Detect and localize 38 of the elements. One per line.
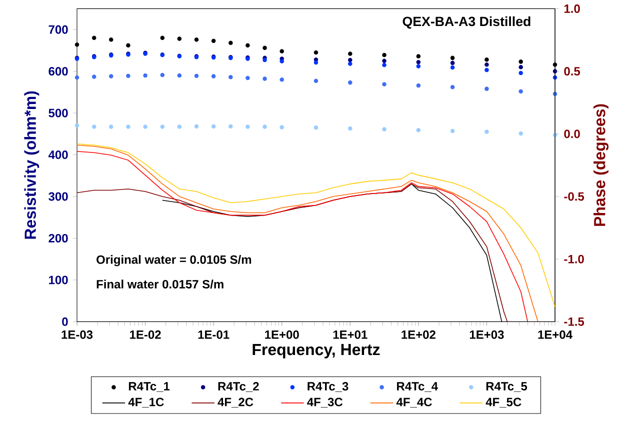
x-tick-label: 1E-03 [62,330,93,340]
y-tick-label: 700 [48,25,68,34]
legend-label: R4Tc_2 [218,382,259,392]
legend-label: R4Tc_3 [308,382,348,392]
legend-label: R4Tc_1 [128,382,170,392]
y-tick-label: 400 [48,150,68,160]
y2-tick-label: -1.5 [564,318,584,326]
y2-tick-label: -1.0 [564,254,584,264]
y2-tick-label: 1.0 [564,4,580,14]
x-axis-title: Frequency, Hertz [252,344,380,359]
legend-label: 4F_2C [218,398,254,408]
legend-label: R4Tc_5 [486,382,528,392]
x-tick-label: 1E-01 [198,330,230,340]
annotation: Original water = 0.0105 S/m [96,255,252,266]
x-tick-label: 1E+02 [402,330,436,340]
y-tick-label: 0 [62,318,68,326]
legend-label: 4F_3C [307,398,343,408]
y-tick-label: 200 [48,234,68,243]
y-tick-label: 100 [49,276,68,284]
y-tick-label: 500 [48,108,68,118]
x-tick-label: 1E-02 [130,330,161,340]
y-axis-title: Resistivity (ohm*m) [24,91,40,239]
legend-label: R4Tc_4 [397,382,438,392]
y-tick-label: 300 [48,192,68,201]
y2-tick-label: -0.5 [564,192,584,201]
y2-tick-label: 0.0 [564,130,580,138]
y2-axis-title: Phase (degrees) [594,104,609,226]
y2-tick-label: 0.5 [564,67,580,76]
legend-label: 4F_1C [128,398,164,408]
x-tick-label: 1E+04 [538,330,572,340]
x-tick-label: 1E+01 [333,330,368,340]
legend-label: 4F_4C [396,398,432,408]
x-tick-label: 1E+03 [470,330,504,340]
text: QEX-BA-A3 Distilled [402,16,530,29]
x-tick-label: 1E+00 [265,330,299,340]
annotation: Final water 0.0157 S/m [96,280,224,289]
y-tick-label: 600 [48,67,68,76]
legend-label: 4F_5C [486,398,522,408]
